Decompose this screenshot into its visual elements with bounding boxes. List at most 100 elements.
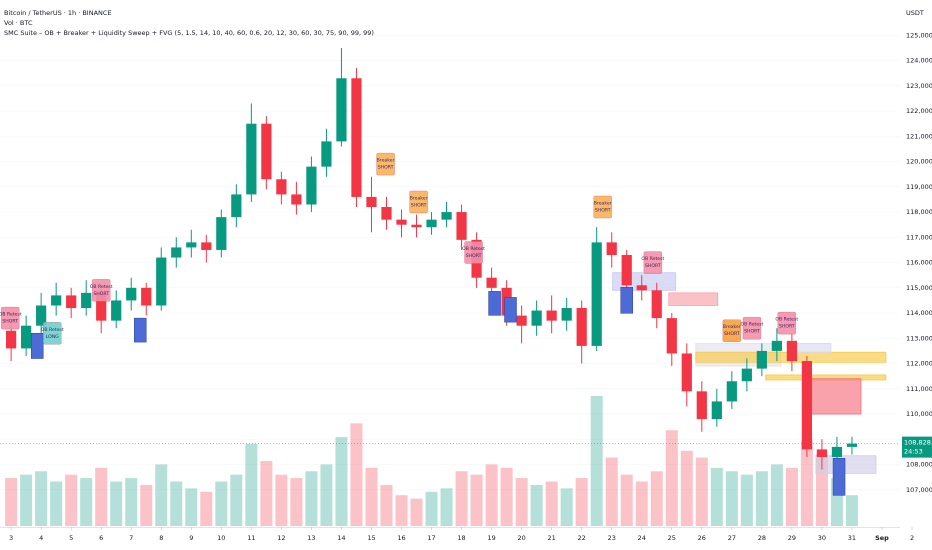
x-tick-label: 24 xyxy=(638,534,646,542)
signal-text: LONG xyxy=(46,334,59,340)
ob-marker xyxy=(30,333,44,359)
zone xyxy=(668,292,719,306)
candle-body xyxy=(816,449,828,457)
volume-bar xyxy=(665,430,678,526)
x-tick-label: 13 xyxy=(307,534,315,542)
x-tick-label: 4 xyxy=(39,534,43,542)
candle-body xyxy=(531,310,542,326)
candle-body xyxy=(306,166,317,205)
y-tick-label: 111,000.00 xyxy=(906,385,932,393)
volume-bar xyxy=(740,474,753,526)
volume-bar xyxy=(605,457,618,526)
candle-body xyxy=(81,292,92,309)
y-tick-label: 119,000.00 xyxy=(906,183,932,191)
signal-text: Breaker xyxy=(377,158,395,164)
candle-body xyxy=(636,285,647,291)
candle-body xyxy=(771,340,782,351)
candle-body xyxy=(126,287,137,301)
volume-bar xyxy=(455,471,468,526)
x-tick-label: 26 xyxy=(698,534,706,542)
x-tick-label: 18 xyxy=(457,534,465,542)
y-tick-label: 120,000.00 xyxy=(906,158,932,166)
signal-text: OB Retest xyxy=(462,246,485,252)
y-tick-label: 107,000.00 xyxy=(906,486,932,494)
signal-text: Breaker xyxy=(410,195,428,201)
signal-label xyxy=(742,317,762,340)
y-tick-label: 113,000.00 xyxy=(906,334,932,342)
candle-body xyxy=(621,255,632,286)
x-tick-label: 23 xyxy=(608,534,616,542)
volume-bar xyxy=(65,474,78,526)
x-tick-label: 31 xyxy=(848,534,856,542)
volume-bar xyxy=(710,467,723,526)
countdown-label: 24:53 xyxy=(904,448,923,456)
candle-body xyxy=(321,141,332,167)
signal-text: OB Retest xyxy=(90,284,113,290)
signal-text: SHORT xyxy=(779,324,795,330)
volume-bar xyxy=(620,474,633,526)
volume-bar xyxy=(245,443,258,526)
volume-bar xyxy=(650,471,663,526)
volume-bar xyxy=(410,498,423,526)
volume-bar xyxy=(755,471,768,526)
candle-body xyxy=(726,381,737,402)
candle-body xyxy=(171,247,182,258)
y-tick-label: 125,000.00 xyxy=(906,31,932,39)
signal-text: Breaker xyxy=(594,201,612,207)
signal-text: SHORT xyxy=(595,208,611,214)
volume-bar xyxy=(215,481,228,526)
x-tick-label: 25 xyxy=(668,534,676,542)
signal-text: OB Retest xyxy=(741,322,764,328)
volume-bar xyxy=(695,457,708,526)
candle-body xyxy=(711,401,722,420)
volume-bar xyxy=(260,461,273,526)
signal-text: SHORT xyxy=(93,291,109,297)
signal-label xyxy=(376,152,395,176)
signal-label xyxy=(593,195,612,219)
volume-bar xyxy=(275,474,288,526)
volume-bar xyxy=(80,478,93,526)
candle-body xyxy=(111,300,122,321)
x-tick-label: 17 xyxy=(427,534,435,542)
candle-body xyxy=(231,194,242,218)
volume-bar xyxy=(5,478,18,526)
volume-bar xyxy=(545,481,558,526)
volume-bar xyxy=(425,491,438,526)
volume-bar xyxy=(785,467,798,526)
x-tick-label: 8 xyxy=(159,534,163,542)
x-tick-label: 20 xyxy=(517,534,525,542)
last-price-tag xyxy=(902,436,932,458)
x-tick-label: 3 xyxy=(9,534,13,542)
signal-text: SHORT xyxy=(378,165,394,171)
signal-text: SHORT xyxy=(744,329,760,335)
candle-body xyxy=(516,315,527,326)
candle-body xyxy=(801,361,813,450)
x-tick-label: 6 xyxy=(99,534,103,542)
signal-label xyxy=(92,279,111,302)
x-tick-label: 9 xyxy=(189,534,193,542)
x-tick-label: 29 xyxy=(788,534,796,542)
x-tick-label: Sep xyxy=(875,534,889,542)
volume-bar xyxy=(515,478,528,526)
zone xyxy=(795,342,832,353)
zone xyxy=(815,455,877,474)
volume-bar xyxy=(365,467,378,526)
y-tick-label: 112,000.00 xyxy=(906,360,932,368)
ob-marker xyxy=(504,297,517,323)
volume-bar xyxy=(470,474,483,526)
volume-bar xyxy=(350,423,363,526)
volume-bar xyxy=(440,488,453,526)
y-tick-label: 122,000.00 xyxy=(906,107,932,115)
ob-marker xyxy=(133,317,147,343)
y-tick-label: 117,000.00 xyxy=(906,233,932,241)
x-tick-label: 2 xyxy=(910,534,914,542)
candle-body xyxy=(186,242,197,248)
x-tick-label: 12 xyxy=(277,534,285,542)
y-tick-label: 118,000.00 xyxy=(906,208,932,216)
y-tick-label: 108,000.00 xyxy=(906,461,932,469)
volume-bar xyxy=(680,450,693,526)
candle-body xyxy=(201,242,212,250)
